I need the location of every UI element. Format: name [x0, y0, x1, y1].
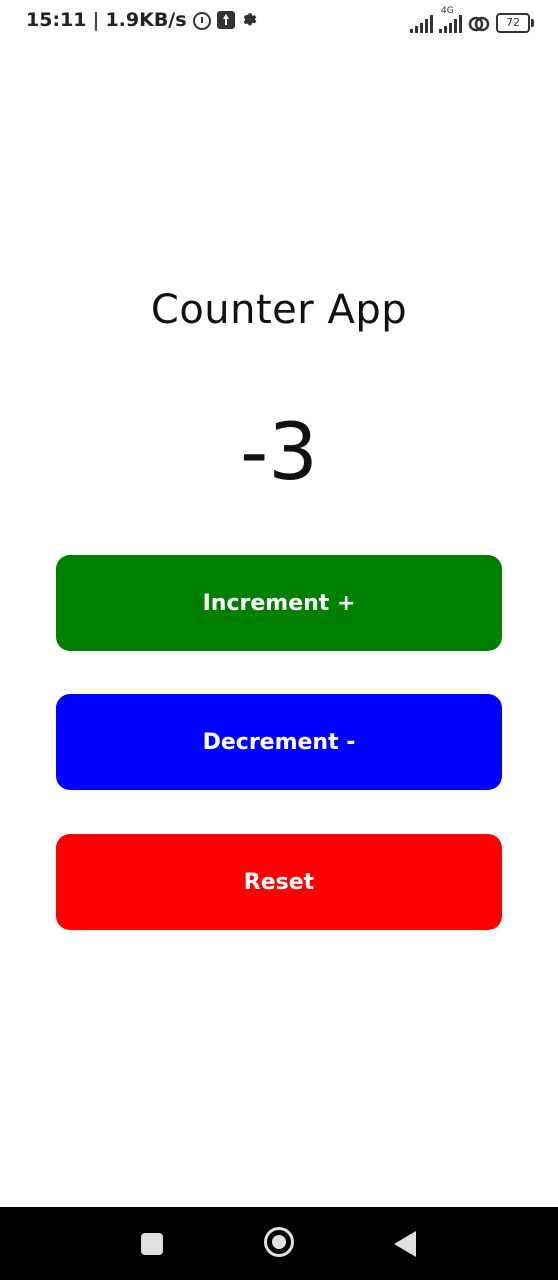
gear-icon: [241, 11, 259, 29]
status-time: 15:11: [26, 9, 87, 31]
increment-button[interactable]: Increment +: [56, 555, 502, 651]
status-separator: |: [92, 9, 100, 31]
home-icon[interactable]: [264, 1227, 294, 1257]
status-network-speed: 1.9KB/s: [105, 9, 187, 31]
page-title: Counter App: [150, 287, 408, 333]
status-right: 4G 72: [410, 7, 534, 33]
link-icon: [468, 15, 490, 33]
network-type-label: 4G: [441, 6, 454, 16]
signal-icon: [410, 15, 433, 33]
navigation-bar: [0, 1207, 558, 1280]
upload-icon: [216, 11, 235, 29]
status-bar: 15:11 | 1.9KB/s 4G 72: [0, 0, 558, 42]
battery-icon: 72: [496, 13, 534, 33]
reset-button[interactable]: Reset: [56, 834, 502, 930]
signal-4g-icon: 4G: [439, 7, 462, 33]
recents-icon[interactable]: [141, 1233, 163, 1255]
alarm-icon: [192, 12, 211, 30]
decrement-button[interactable]: Decrement -: [56, 694, 502, 790]
counter-value: -3: [240, 408, 318, 498]
status-left: 15:11 | 1.9KB/s: [26, 9, 259, 31]
back-icon[interactable]: [394, 1231, 416, 1257]
